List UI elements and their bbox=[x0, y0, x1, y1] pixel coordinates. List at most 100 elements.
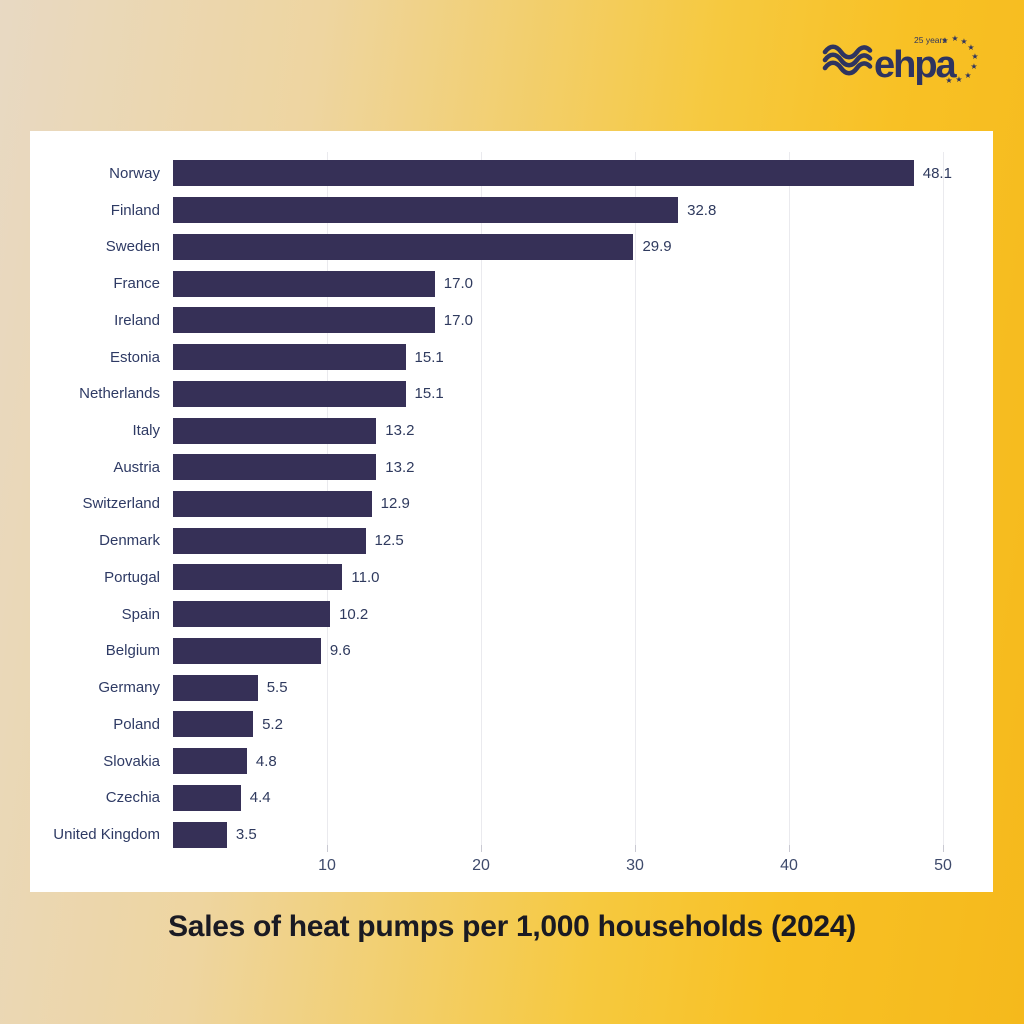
axis-tick bbox=[789, 845, 790, 852]
country-label: Italy bbox=[132, 422, 160, 439]
bar-cell: 4.4 bbox=[173, 784, 993, 811]
axis-tick bbox=[481, 845, 482, 852]
bar-ireland bbox=[173, 307, 435, 334]
gridline bbox=[943, 152, 944, 852]
value-label: 48.1 bbox=[922, 164, 952, 182]
country-label: Germany bbox=[98, 679, 160, 697]
value-label: 3.5 bbox=[235, 826, 257, 844]
value-label: 10.2 bbox=[339, 605, 369, 623]
bar-cell: 29.9 bbox=[173, 233, 993, 260]
value-label: 4.4 bbox=[249, 789, 271, 807]
axis-tick bbox=[327, 845, 328, 852]
gridline bbox=[635, 152, 636, 852]
bar-slovakia bbox=[173, 748, 247, 775]
bar-finland bbox=[173, 197, 679, 224]
axis-tick-label: 30 bbox=[626, 857, 644, 874]
value-label: 29.9 bbox=[642, 238, 672, 256]
chart-panel: 10 20 30 40 50 Norway 48.1 Finland 32.8 Sweden 29… bbox=[30, 131, 993, 892]
value-label: 12.5 bbox=[374, 532, 404, 550]
value-label: 12.9 bbox=[380, 495, 410, 513]
svg-text:★: ★ bbox=[960, 37, 967, 46]
bar-germany bbox=[173, 674, 258, 701]
value-label: 17.0 bbox=[443, 275, 473, 293]
gridline bbox=[789, 152, 790, 852]
ehpa-logo-graphic: ehpa 25 years ★ ★ ★ ★ ★ ★ ★ ★ ★ bbox=[822, 34, 979, 86]
bar-row: Spain 10.2 bbox=[30, 596, 993, 633]
country-label: Switzerland bbox=[82, 495, 160, 513]
country-label: Sweden bbox=[105, 238, 160, 256]
country-label: Norway bbox=[109, 164, 160, 182]
bar-cell: 13.2 bbox=[173, 417, 993, 444]
bar-netherlands bbox=[173, 380, 406, 407]
gridline bbox=[481, 152, 482, 852]
bar-cell: 48.1 bbox=[173, 160, 993, 187]
bar-rows: Norway 48.1 Finland 32.8 Sweden 29.9 France 17.… bbox=[30, 155, 993, 853]
axis-tick-label: 10 bbox=[318, 857, 336, 874]
value-label: 11.0 bbox=[351, 568, 380, 586]
svg-text:★: ★ bbox=[970, 62, 977, 71]
bar-sweden bbox=[173, 233, 634, 260]
bar-row: Czechia 4.4 bbox=[30, 779, 993, 816]
bar-czechia bbox=[173, 784, 241, 811]
bar-cell: 12.9 bbox=[173, 490, 993, 517]
axis-tick bbox=[943, 845, 944, 852]
country-label: Portugal bbox=[104, 568, 160, 586]
svg-text:★: ★ bbox=[964, 71, 971, 80]
country-label: Estonia bbox=[109, 348, 160, 366]
bar-spain bbox=[173, 601, 331, 628]
ehpa-logo: ehpa 25 years ★ ★ ★ ★ ★ ★ ★ ★ ★ bbox=[820, 28, 985, 90]
bar-cell: 3.5 bbox=[173, 821, 993, 848]
country-label: France bbox=[113, 275, 160, 293]
bar-cell: 10.2 bbox=[173, 601, 993, 628]
svg-text:★: ★ bbox=[971, 52, 978, 61]
bar-row: France 17.0 bbox=[30, 265, 993, 302]
bar-cell: 15.1 bbox=[173, 344, 993, 371]
bar-norway bbox=[173, 160, 914, 187]
chart-title: Sales of heat pumps per 1,000 households… bbox=[168, 910, 856, 943]
bar-cell: 5.2 bbox=[173, 711, 993, 738]
axis-tick bbox=[635, 845, 636, 852]
bar-chart: 10 20 30 40 50 Norway 48.1 Finland 32.8 Sweden 29… bbox=[30, 131, 993, 892]
bar-cell: 17.0 bbox=[173, 307, 993, 334]
country-label: Austria bbox=[113, 458, 160, 476]
country-label: Belgium bbox=[105, 642, 160, 660]
bar-denmark bbox=[173, 527, 366, 554]
bar-row: Poland 5.2 bbox=[30, 706, 993, 743]
axis-tick-label: 50 bbox=[934, 857, 952, 874]
axis-tick-label: 40 bbox=[780, 857, 798, 874]
value-label: 15.1 bbox=[414, 348, 444, 366]
bar-france bbox=[173, 270, 435, 297]
country-label: Denmark bbox=[99, 532, 160, 550]
value-label: 32.8 bbox=[687, 201, 717, 219]
value-label: 17.0 bbox=[443, 311, 473, 329]
bar-austria bbox=[173, 454, 377, 481]
bar-cell: 4.8 bbox=[173, 748, 993, 775]
bar-row: Belgium 9.6 bbox=[30, 633, 993, 670]
bar-cell: 9.6 bbox=[173, 637, 993, 664]
bar-belgium bbox=[173, 637, 321, 664]
bar-united-kingdom bbox=[173, 821, 227, 848]
bar-estonia bbox=[173, 344, 406, 371]
bar-row: Finland 32.8 bbox=[30, 192, 993, 229]
bar-row: Denmark 12.5 bbox=[30, 522, 993, 559]
bar-row: Switzerland 12.9 bbox=[30, 486, 993, 523]
country-label: Czechia bbox=[105, 789, 160, 807]
value-label: 4.8 bbox=[255, 752, 277, 770]
bar-row: Netherlands 15.1 bbox=[30, 375, 993, 412]
bar-cell: 5.5 bbox=[173, 674, 993, 701]
country-label: Poland bbox=[113, 715, 160, 733]
ehpa-wordmark: ehpa bbox=[874, 44, 958, 86]
bar-row: Italy 13.2 bbox=[30, 412, 993, 449]
bar-row: Sweden 29.9 bbox=[30, 228, 993, 265]
country-label: Netherlands bbox=[79, 385, 160, 403]
axis-tick-label: 20 bbox=[472, 857, 490, 874]
svg-text:★: ★ bbox=[967, 43, 974, 52]
waves-icon bbox=[822, 44, 873, 76]
logo-25-years-label: 25 years bbox=[914, 35, 947, 45]
svg-text:★: ★ bbox=[941, 36, 948, 45]
country-label: Finland bbox=[110, 201, 160, 219]
bar-cell: 17.0 bbox=[173, 270, 993, 297]
country-label: Slovakia bbox=[103, 752, 160, 770]
value-label: 15.1 bbox=[414, 385, 444, 403]
bar-cell: 32.8 bbox=[173, 197, 993, 224]
